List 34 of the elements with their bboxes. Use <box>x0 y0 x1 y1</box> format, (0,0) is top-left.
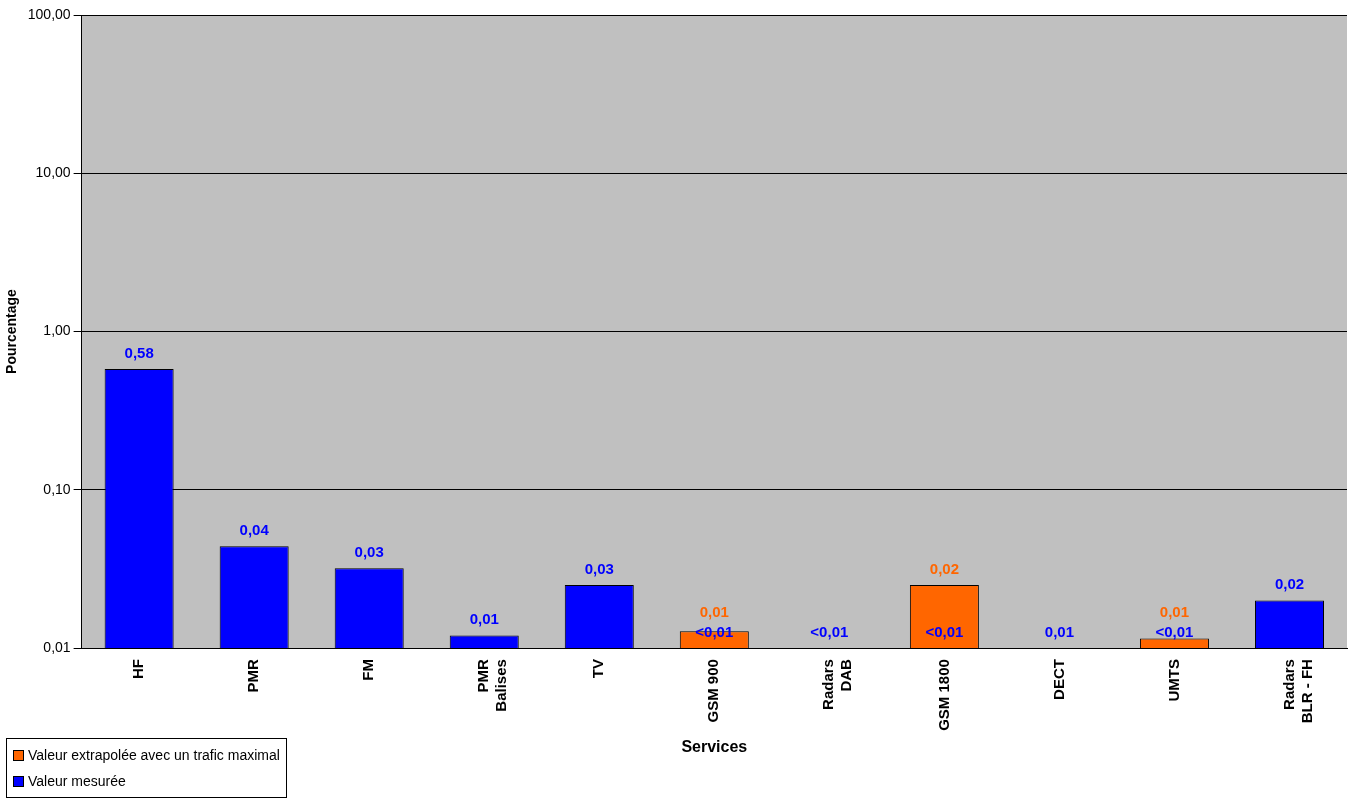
x-tick-label: DECT <box>1049 659 1067 700</box>
x-tick-label: TV <box>589 659 607 679</box>
text: <0,01 <box>810 622 849 640</box>
data-label: 0,02 <box>929 559 959 577</box>
y-tick-label: 100,00 <box>27 5 71 22</box>
y-tick-label: 10,00 <box>35 164 71 181</box>
data-label: 0,03 <box>354 542 384 560</box>
data-label: 0,58 <box>124 343 154 361</box>
text: <0,01 <box>695 622 734 640</box>
data-label: 0,01 <box>1159 602 1190 620</box>
x-tick-label: HF <box>129 659 147 680</box>
x-tick-label: PMR Balises <box>474 658 510 712</box>
y-axis-title: Pourcentage <box>3 288 20 374</box>
y-tick-label: 1,00 <box>43 322 71 339</box>
x-tick-label: Radars DAB <box>819 658 855 710</box>
data-label: 0,04 <box>239 520 270 538</box>
text: <0,01 <box>925 622 964 640</box>
x-tick-label: Radars BLR - FH <box>1279 659 1315 724</box>
text: <0,01 <box>1155 622 1194 640</box>
x-axis-title: Services <box>681 737 748 755</box>
data-label: 0,01 <box>699 602 729 620</box>
x-tick-label: PMR <box>244 658 262 693</box>
data-label: 0,01 <box>469 610 499 628</box>
x-tick-label: UMTS <box>1164 659 1182 702</box>
x-tick-label: FM <box>359 659 377 681</box>
y-tick-label: 0,10 <box>43 480 71 497</box>
legend-label: Valeur extrapolée avec un trafic maximal <box>28 747 280 763</box>
x-tick-label: GSM 900 <box>704 659 722 723</box>
data-label: 0,01 <box>1044 622 1075 640</box>
data-label: 0,02 <box>1274 575 1305 593</box>
x-tick-label: GSM 1800 <box>934 659 952 731</box>
data-label: 0,03 <box>584 559 614 577</box>
legend-label: Valeur mesurée <box>28 773 126 789</box>
y-tick-label: 0,01 <box>43 638 71 655</box>
